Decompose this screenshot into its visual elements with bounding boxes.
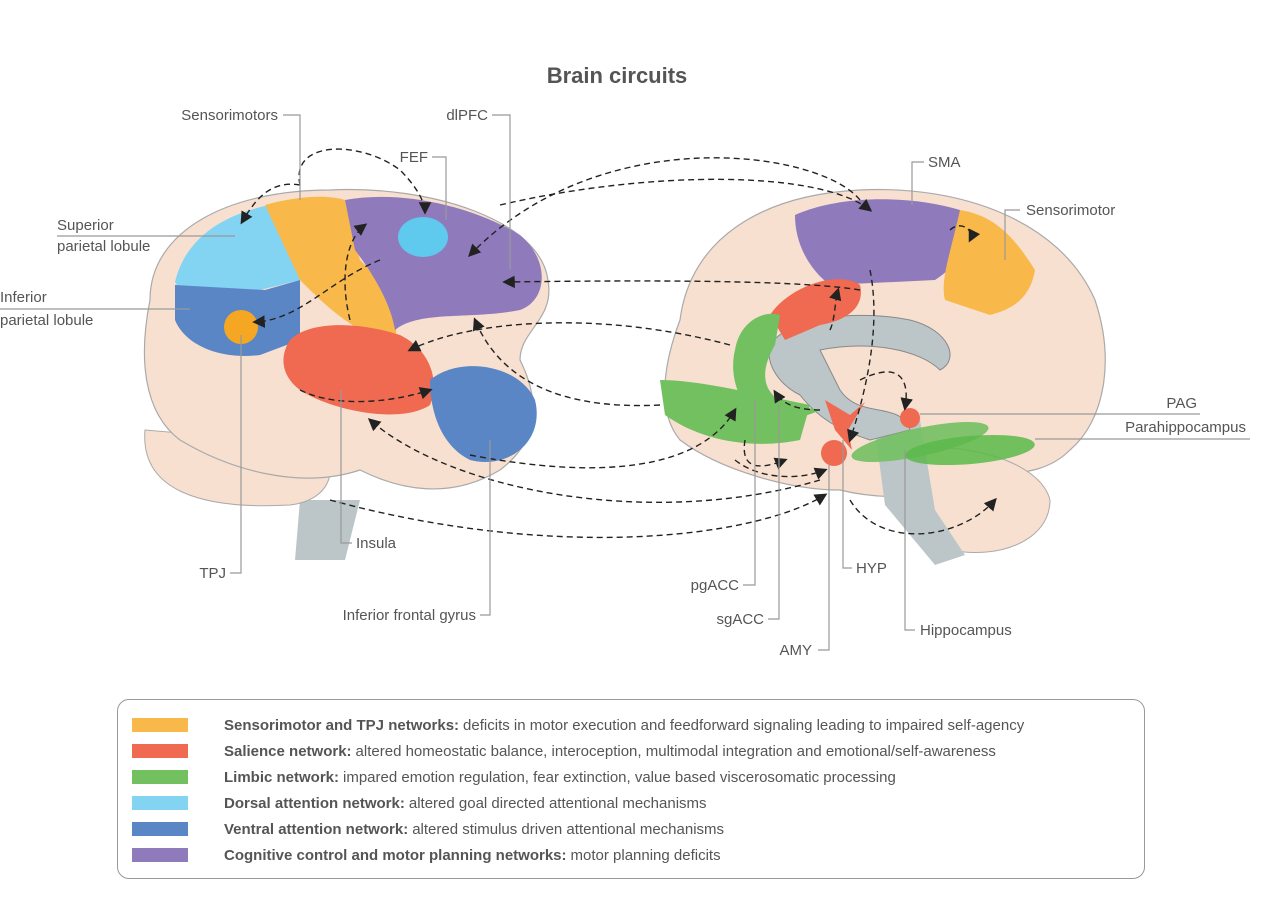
arrow — [859, 371, 913, 411]
arrow — [472, 317, 661, 407]
label-inferior-parietal-lobule-2: parietal lobule — [0, 312, 93, 329]
label-tpj: TPJ — [199, 565, 226, 582]
legend-term: Ventral attention network: — [224, 820, 409, 838]
legend-term: Sensorimotor and TPJ networks: — [224, 716, 460, 734]
label-pag: PAG — [1166, 395, 1197, 412]
hippocampus-region — [851, 422, 989, 462]
fef-region — [398, 217, 448, 257]
label-inferior-frontal-gyrus: Inferior frontal gyrus — [343, 607, 476, 624]
dlpfc-region — [345, 196, 542, 330]
arrow — [849, 497, 997, 535]
arrow — [299, 387, 433, 403]
label-hippocampus: Hippocampus — [920, 622, 1012, 639]
label-sensorimotor: Sensorimotor — [1026, 202, 1115, 219]
legend-swatch — [132, 718, 188, 732]
label-fef: FEF — [400, 149, 428, 166]
diagram-title: Brain circuits — [547, 63, 688, 88]
pag-region — [900, 408, 920, 428]
arrow — [847, 269, 875, 443]
legend-item-dorsal-attention: Dorsal attention network: altered goal di… — [132, 792, 707, 814]
legend-item-sensorimotor: Sensorimotor and TPJ networks: deficits i… — [132, 714, 1024, 736]
sensorimotor-region-right — [943, 210, 1035, 315]
arrow — [949, 225, 981, 243]
legend-swatch — [132, 848, 188, 862]
temporal-ventral-region — [430, 366, 537, 462]
legend-term: Dorsal attention network: — [224, 794, 405, 812]
label-insula: Insula — [356, 535, 397, 552]
legend-description: altered homeostatic balance, interocepti… — [355, 742, 996, 760]
label-sgacc: sgACC — [716, 611, 764, 628]
insula-ifg-region — [283, 325, 434, 415]
label-inferior-parietal-lobule-1: Inferior — [0, 289, 47, 306]
legend-description: altered goal directed attentional mechan… — [408, 794, 707, 812]
legend-description: deficits in motor execution and feedforw… — [463, 716, 1025, 734]
legend-item-limbic: Limbic network: impared emotion regulatio… — [132, 766, 896, 788]
label-hyp: HYP — [856, 560, 887, 577]
arrow — [329, 493, 828, 539]
brainstem — [295, 500, 360, 560]
arrow — [773, 389, 821, 411]
tpj-region — [224, 310, 258, 344]
arrow — [829, 287, 842, 331]
legend-description: altered stimulus driven attentional mech… — [412, 820, 725, 838]
legend-swatch — [132, 822, 188, 836]
connection-arrows — [240, 148, 997, 539]
label-superior-parietal-lobule-2: parietal lobule — [57, 238, 150, 255]
legend-item-cognitive-control: Cognitive control and motor planning net… — [132, 844, 721, 866]
corpus-callosum-thalamus — [768, 314, 951, 441]
right-labels: SMA Sensorimotor PAG Parahippocampus pgA… — [691, 154, 1250, 659]
arrow — [298, 148, 432, 215]
legend: Sensorimotor and TPJ networks: deficits i… — [117, 699, 1145, 879]
legend-term: Limbic network: — [224, 768, 340, 786]
legend-item-salience: Salience network: altered homeostatic bal… — [132, 740, 996, 762]
label-sma: SMA — [928, 154, 961, 171]
legend-description: motor planning deficits — [570, 846, 721, 864]
label-sensorimotors: Sensorimotors — [181, 107, 278, 124]
parahippocampus-region — [905, 434, 1035, 466]
medial-brain — [660, 188, 1106, 565]
sma-region — [795, 199, 975, 285]
label-amy: AMY — [779, 642, 812, 659]
label-parahippocampus: Parahippocampus — [1125, 419, 1246, 436]
arrow — [344, 223, 368, 321]
superior-parietal-lobule-region — [175, 205, 300, 290]
hyp-region — [825, 400, 865, 450]
legend-term: Salience network: — [224, 742, 352, 760]
arrow — [407, 322, 731, 352]
label-pgacc: pgACC — [691, 577, 740, 594]
arrow — [468, 157, 861, 258]
legend-term: Cognitive control and motor planning net… — [224, 846, 567, 864]
legend-description: impared emotion regulation, fear extinct… — [343, 768, 896, 786]
arrow — [252, 259, 381, 328]
legend-swatch — [132, 770, 188, 784]
arrow — [499, 178, 873, 212]
acc-limbic-region — [733, 313, 820, 420]
legend-swatch — [132, 796, 188, 810]
lateral-brain — [143, 188, 550, 560]
brain-circuits-diagram: Brain circuits — [0, 63, 1250, 659]
label-dlpfc: dlPFC — [446, 107, 488, 124]
arrow — [367, 418, 821, 504]
legend-swatch — [132, 744, 188, 758]
left-labels: Sensorimotors dlPFC FEF Superior parieta… — [0, 107, 511, 624]
amy-region — [821, 440, 847, 466]
label-superior-parietal-lobule-1: Superior — [57, 217, 114, 234]
arrow — [734, 459, 828, 480]
legend-item-ventral-attention: Ventral attention network: altered stimul… — [132, 818, 724, 840]
arrow — [743, 439, 788, 470]
sensorimotor-region — [265, 196, 397, 340]
